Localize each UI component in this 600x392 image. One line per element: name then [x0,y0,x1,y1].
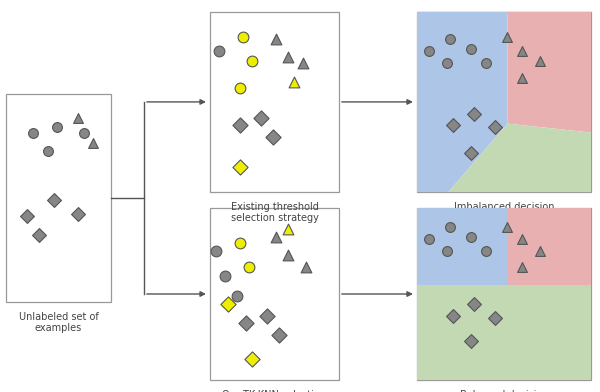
Point [466,338,476,344]
Point [442,60,452,66]
Point [52,124,62,131]
Point [238,34,248,40]
Point [214,48,224,54]
Bar [417,208,591,380]
Point [73,114,83,121]
Point [43,148,53,154]
Point [232,293,242,299]
Bar [210,12,339,192]
Polygon shape [508,208,591,285]
Point [88,140,98,146]
Point [223,301,233,307]
Point [424,236,434,242]
Point [235,85,245,91]
Point [535,58,545,64]
Point [256,114,266,121]
Point [283,252,293,258]
Point [283,226,293,232]
Point [79,130,89,136]
Point [28,130,38,136]
Point [271,36,281,42]
Point [274,332,284,338]
Point [271,234,281,240]
Point [448,122,458,129]
Point [247,356,257,362]
Point [73,211,83,217]
Point [481,60,491,66]
Point [517,48,527,54]
Bar [210,208,339,380]
Point [466,46,476,52]
Text: Existing threshold
selection strategy: Existing threshold selection strategy [230,202,319,223]
Point [220,273,230,279]
Point [445,224,455,230]
Point [535,248,545,254]
Point [424,48,434,54]
Point [502,224,512,230]
Point [517,263,527,270]
Point [445,36,455,42]
Polygon shape [508,12,591,132]
Point [490,314,500,321]
Polygon shape [417,12,508,192]
Point [469,301,479,307]
Text: Balanced decision
boundary: Balanced decision boundary [460,390,548,392]
Point [262,312,272,319]
Point [22,212,32,219]
Point [244,263,254,270]
Point [517,75,527,82]
Text: Unlabeled set of
examples: Unlabeled set of examples [19,312,98,333]
Point [34,232,44,238]
Point [481,248,491,254]
Point [502,34,512,40]
Point [49,197,59,203]
Point [466,150,476,156]
Polygon shape [417,208,508,285]
Point [466,234,476,240]
Point [448,312,458,319]
Point [517,236,527,242]
Point [211,248,221,254]
Point [235,122,245,129]
Text: Imbalanced decision
boundary: Imbalanced decision boundary [454,202,554,223]
Point [247,58,257,64]
Point [235,163,245,170]
Polygon shape [417,285,591,380]
Point [289,79,299,85]
Text: Our TK-KNN selection
strategy: Our TK-KNN selection strategy [223,390,326,392]
Point [490,124,500,131]
Point [469,111,479,117]
Point [301,263,311,270]
Point [283,54,293,60]
Point [298,60,308,66]
Point [235,240,245,246]
Bar [417,12,591,192]
Bar [6,94,111,302]
Point [442,248,452,254]
Polygon shape [417,123,591,192]
Point [241,320,251,327]
Point [268,134,278,140]
